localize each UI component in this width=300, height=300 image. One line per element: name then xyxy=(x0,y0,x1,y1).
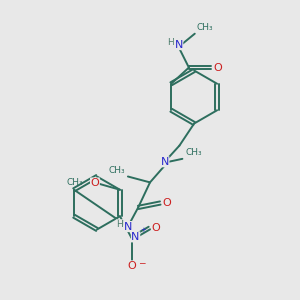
Text: H: H xyxy=(116,220,123,229)
Text: −: − xyxy=(138,258,146,267)
Text: O: O xyxy=(162,198,171,208)
Text: O: O xyxy=(152,223,160,233)
Text: H: H xyxy=(167,38,174,47)
Text: O: O xyxy=(128,261,136,271)
Text: N: N xyxy=(124,222,132,232)
Text: O: O xyxy=(213,63,222,73)
Text: N: N xyxy=(131,232,140,242)
Text: CH₃: CH₃ xyxy=(185,148,202,158)
Text: +: + xyxy=(140,227,146,233)
Text: CH₃: CH₃ xyxy=(67,178,83,187)
Text: N: N xyxy=(160,157,169,167)
Text: N: N xyxy=(174,40,183,50)
Text: O: O xyxy=(91,178,99,188)
Text: CH₃: CH₃ xyxy=(196,23,213,32)
Text: CH₃: CH₃ xyxy=(109,166,126,175)
